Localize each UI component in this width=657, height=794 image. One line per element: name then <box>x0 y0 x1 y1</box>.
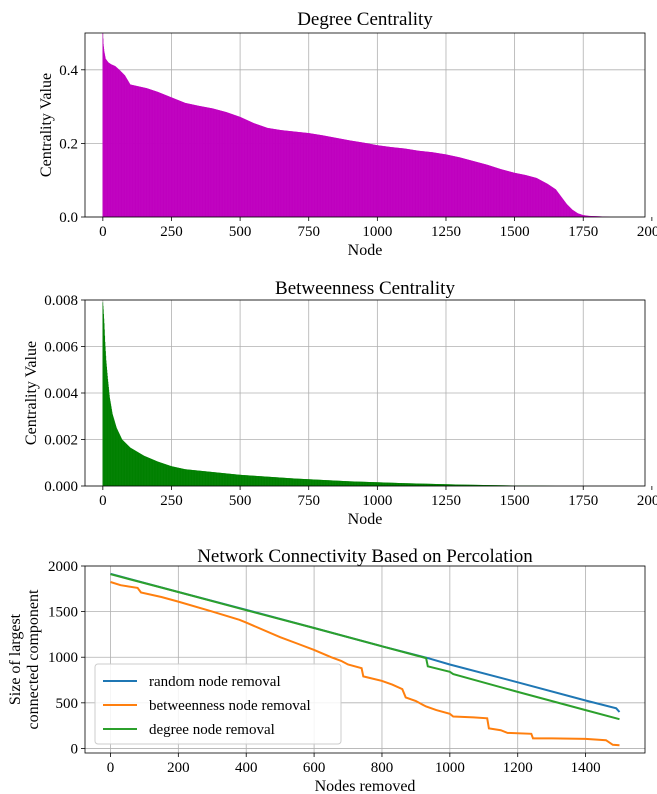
y-axis-label: Centrality Value <box>38 73 55 177</box>
x-tick-label: 2000 <box>637 224 657 240</box>
x-tick-label: 0 <box>107 760 115 776</box>
y-axis-label-line-2: connected component <box>25 589 42 730</box>
y-tick-label: 0.006 <box>44 340 78 356</box>
y-tick-label: 500 <box>56 696 79 712</box>
percolation-chart: Network Connectivity Based on Percolatio… <box>7 546 646 794</box>
y-tick-label: 0.002 <box>44 433 78 449</box>
series-line-3 <box>110 573 620 721</box>
x-tick-label: 1750 <box>568 493 598 509</box>
y-tick-label: 0.0 <box>59 210 78 226</box>
betweenness-centrality-chart: Betweenness Centrality 0 250 500 750 1000 125… <box>23 278 657 528</box>
legend-label-2: betweenness node removal <box>149 698 311 714</box>
chart-title: Betweenness Centrality <box>275 278 455 299</box>
legend-box <box>94 663 342 745</box>
x-tick-label: 1250 <box>431 493 461 509</box>
y-tick-label: 0 <box>71 741 79 757</box>
plot-frame <box>84 565 646 754</box>
series-line-2 <box>110 581 620 747</box>
x-tick-label: 500 <box>229 493 252 509</box>
x-tick-label: 750 <box>297 224 320 240</box>
x-tick-label: 250 <box>160 224 183 240</box>
x-tick-label: 750 <box>297 493 320 509</box>
x-tick-label: 500 <box>229 224 252 240</box>
x-tick-label: 1000 <box>362 493 392 509</box>
y-tick-label: 0.4 <box>59 63 78 79</box>
y-axis-label-line-1: Size of largest <box>7 613 24 705</box>
y-tick-label: 2000 <box>48 559 78 575</box>
x-axis-label: Node <box>348 511 383 528</box>
plot-frame <box>84 32 646 218</box>
x-axis-label: Nodes removed <box>315 778 416 794</box>
x-tick-label: 200 <box>167 760 190 776</box>
x-tick-label: 1750 <box>568 224 598 240</box>
x-tick-label: 1400 <box>571 760 601 776</box>
x-tick-label: 0 <box>99 493 107 509</box>
legend: random node removal betweenness node remo… <box>94 663 342 745</box>
x-tick-label: 1000 <box>362 224 392 240</box>
y-tick-label: 0.2 <box>59 136 78 152</box>
y-tick-label: 1000 <box>48 650 78 666</box>
y-tick-label: 0.004 <box>44 386 78 402</box>
y-tick-label: 0.008 <box>44 293 78 309</box>
chart-title: Degree Centrality <box>297 9 433 30</box>
chart-title: Network Connectivity Based on Percolatio… <box>197 546 533 567</box>
x-tick-label: 2000 <box>637 493 657 509</box>
y-axis-label: Centrality Value <box>23 341 40 445</box>
x-axis-label: Node <box>348 242 383 259</box>
x-tick-label: 0 <box>99 224 107 240</box>
x-tick-label: 1200 <box>503 760 533 776</box>
x-tick-label: 800 <box>371 760 394 776</box>
x-tick-label: 1500 <box>500 493 530 509</box>
y-tick-label: 1500 <box>48 605 78 621</box>
legend-label-1: random node removal <box>149 674 281 690</box>
x-tick-label: 400 <box>235 760 258 776</box>
legend-label-3: degree node removal <box>149 722 275 738</box>
x-tick-label: 600 <box>303 760 326 776</box>
x-tick-label: 1250 <box>431 224 461 240</box>
y-tick-label: 0.000 <box>44 479 78 495</box>
x-tick-label: 1500 <box>500 224 530 240</box>
x-tick-label: 1000 <box>435 760 465 776</box>
degree-centrality-chart: Degree Centrality 0 250 500 750 1000 1250 1500… <box>38 9 657 259</box>
x-tick-label: 250 <box>160 493 183 509</box>
